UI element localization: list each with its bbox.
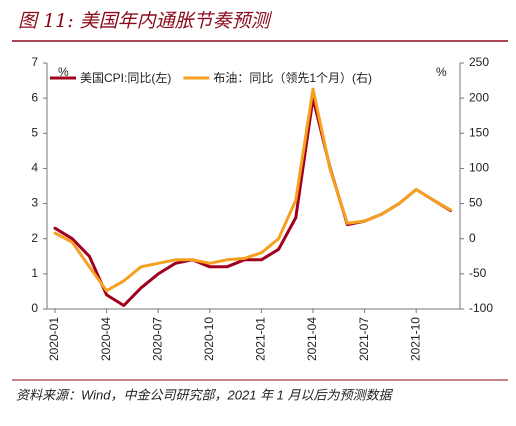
y-tick-label: 5 xyxy=(31,125,38,139)
y2-axis-label: % xyxy=(436,65,447,79)
y-tick-label: 3 xyxy=(31,196,38,210)
chart-title: 图 11: 美国年内通胀节奏预测 xyxy=(18,10,273,32)
source: 资料来源：Wind，中金公司研究部，2021 年 1 月以后为预测数据 xyxy=(16,387,393,402)
y-tick-label: 6 xyxy=(31,90,38,104)
x-tick-label: 2020-07 xyxy=(150,317,164,361)
series-line xyxy=(53,96,453,307)
x-tick-label: 2020-01 xyxy=(47,317,61,361)
y-tick-label: 2 xyxy=(31,231,38,245)
x-tick-label: 2020-04 xyxy=(99,317,113,361)
series-line xyxy=(53,87,453,293)
x-tick-label: 2021-07 xyxy=(357,317,371,361)
y-tick-label: 7 xyxy=(31,55,38,69)
x-tick-label: 2020-10 xyxy=(202,317,216,361)
x-tick-label: 2021-04 xyxy=(305,317,319,361)
y-axis-label: % xyxy=(58,65,69,79)
y2-tick-label: 250 xyxy=(469,55,489,69)
legend-label: 布油：同比（领先1个月）(右) xyxy=(213,70,372,85)
y2-tick-label: -50 xyxy=(469,266,487,280)
x-tick-label: 2021-01 xyxy=(254,317,268,361)
y2-tick-label: 0 xyxy=(469,231,476,245)
y2-tick-label: 100 xyxy=(469,161,489,175)
x-tick-label: 2021-10 xyxy=(408,317,422,361)
y2-tick-label: -100 xyxy=(469,301,493,315)
y-tick-label: 4 xyxy=(31,161,38,175)
y-tick-label: 1 xyxy=(31,266,38,280)
y-tick-label: 0 xyxy=(31,301,38,315)
y2-tick-label: 150 xyxy=(469,125,489,139)
legend-label: 美国CPI:同比(左) xyxy=(80,70,171,85)
y2-tick-label: 200 xyxy=(469,90,489,104)
y2-tick-label: 50 xyxy=(469,196,483,210)
